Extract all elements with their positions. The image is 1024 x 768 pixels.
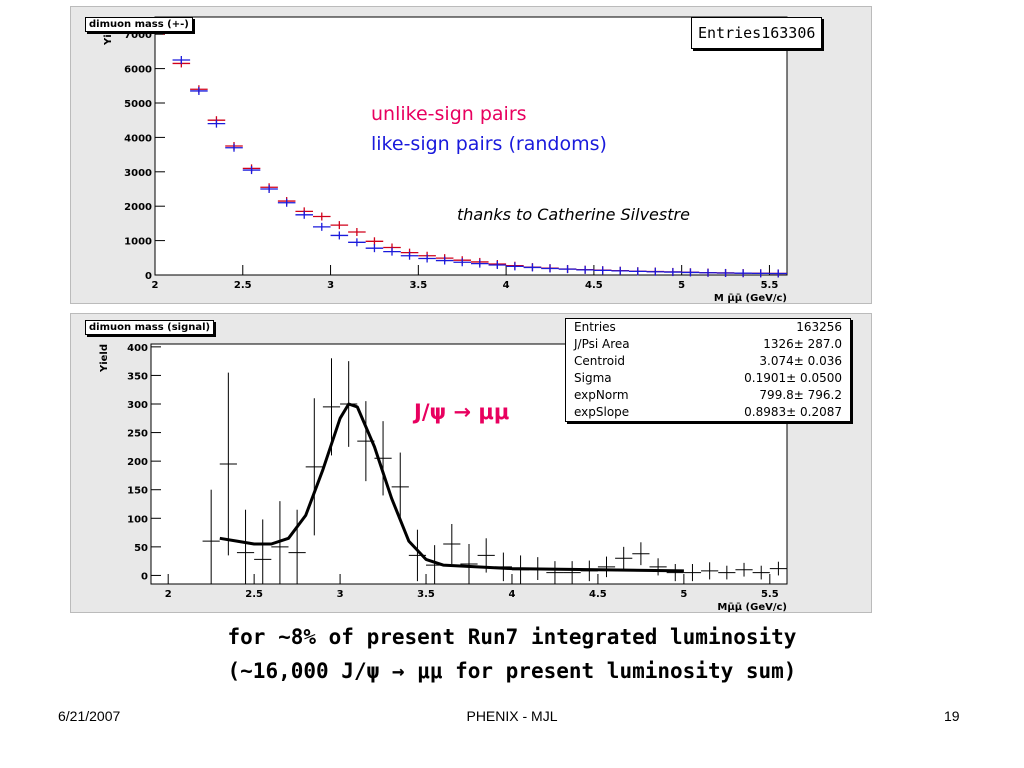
top-y-tick-label: 7000 <box>124 30 152 41</box>
top-x-tick-label: 2 <box>152 280 159 291</box>
stats-row: Centroid 3.074± 0.036 <box>566 353 850 370</box>
caption-line-2: (~16,000 J/ψ → μμ for present luminosity… <box>227 659 797 683</box>
bottom-y-tick-label: 350 <box>127 371 148 382</box>
top-x-tick-label: 4.5 <box>585 280 603 291</box>
stats-row: J/Psi Area 1326± 287.0 <box>566 336 850 353</box>
stats-row: expNorm 799.8± 796.2 <box>566 387 850 404</box>
top-x-tick-label: 5.5 <box>761 280 779 291</box>
top-x-tick-label: 2.5 <box>234 280 252 291</box>
bottom-plot-frame: 0 50 100 150 200 250 300 350 400 2 2.5 3 3.5 4 4.5 5 5.5… <box>70 313 872 613</box>
bottom-x-tick-label: 4 <box>508 589 515 600</box>
stats-name: Centroid <box>574 354 626 368</box>
top-x-tick-label: 3.5 <box>409 280 427 291</box>
top-y-tick-label: 3000 <box>124 168 152 179</box>
bottom-histogram-title: dimuon mass (signal) <box>85 320 215 335</box>
bottom-x-tick-label: 5.5 <box>761 589 779 600</box>
bottom-y-tick-label: 50 <box>134 543 148 554</box>
bottom-x-tick-label: 2.5 <box>245 589 263 600</box>
stats-value: 0.8983± 0.2087 <box>744 405 842 419</box>
bottom-y-axis-label: Yield <box>99 344 110 373</box>
fit-curve <box>219 402 684 573</box>
entries-box: Entries163306 <box>691 17 823 49</box>
top-plot-area <box>154 16 788 276</box>
stats-row: expSlope 0.8983± 0.2087 <box>566 404 850 421</box>
top-y-tick-label: 5000 <box>124 99 152 110</box>
bottom-x-tick-label: 3.5 <box>417 589 435 600</box>
stats-value: 799.8± 796.2 <box>759 388 842 402</box>
footer-page-number: 19 <box>944 708 960 724</box>
bottom-x-axis-label: Mμ̄μ̄ (GeV/c) <box>717 602 787 612</box>
bottom-y-tick-label: 200 <box>127 457 148 468</box>
stats-value: 163256 <box>796 320 842 334</box>
bottom-y-tick-label: 150 <box>127 486 148 497</box>
bottom-y-tick-label: 250 <box>127 429 148 440</box>
stats-value: 3.074± 0.036 <box>759 354 842 368</box>
bottom-x-tick-label: 4.5 <box>589 589 607 600</box>
stats-name: expSlope <box>574 405 630 419</box>
bottom-y-tick-label: 0 <box>141 571 148 582</box>
top-y-tick-label: 6000 <box>124 65 152 76</box>
stats-name: J/Psi Area <box>574 337 630 351</box>
entries-label: Entries <box>698 24 762 42</box>
top-y-tick-label: 2000 <box>124 202 152 213</box>
stats-row: Sigma 0.1901± 0.0500 <box>566 370 850 387</box>
bottom-y-tick-label: 300 <box>127 400 148 411</box>
bottom-y-tick-label: 400 <box>127 343 148 354</box>
bottom-x-tick-label: 3 <box>337 589 344 600</box>
top-x-axis-label: M μ̄μ̄ (GeV/c) <box>714 293 787 303</box>
top-x-tick-label: 4 <box>503 280 510 291</box>
jpsi-label: J/ψ → μμ <box>414 400 510 424</box>
top-histogram: 0 1000 2000 3000 4000 5000 6000 7000 2 2.5 3 3.5 4 4.… <box>103 16 788 303</box>
bottom-x-tick-label: 5 <box>680 589 687 600</box>
entries-value: 163306 <box>761 24 816 42</box>
stats-name: Entries <box>574 320 616 334</box>
legend-unlike-sign: unlike-sign pairs <box>371 103 527 125</box>
stats-name: expNorm <box>574 388 629 402</box>
credit-annotation: thanks to Catherine Silvestre <box>457 205 690 224</box>
top-y-tick-label: 0 <box>145 271 152 282</box>
top-y-tick-label: 4000 <box>124 133 152 144</box>
stats-value: 0.1901± 0.0500 <box>744 371 842 385</box>
bottom-series-signal <box>202 358 787 584</box>
stats-row: Entries 163256 <box>566 319 850 336</box>
footer-title: PHENIX - MJL <box>466 708 558 724</box>
fit-stats-box: Entries 163256 J/Psi Area 1326± 287.0 Centro… <box>565 318 851 422</box>
stats-name: Sigma <box>574 371 612 385</box>
footer-date: 6/21/2007 <box>58 708 121 724</box>
legend-like-sign: like-sign pairs (randoms) <box>371 133 607 155</box>
top-series-like-sign <box>155 21 787 278</box>
bottom-x-tick-label: 2 <box>165 589 172 600</box>
caption-line-1: for ~8% of present Run7 integrated lumin… <box>227 625 797 649</box>
top-x-tick-label: 3 <box>327 280 334 291</box>
top-x-tick-label: 5 <box>678 280 685 291</box>
bottom-y-tick-label: 100 <box>127 514 148 525</box>
top-histogram-title: dimuon mass (+-) <box>85 17 193 32</box>
top-plot-frame: 0 1000 2000 3000 4000 5000 6000 7000 2 2.5 3 3.5 4 4.… <box>70 6 872 304</box>
stats-value: 1326± 287.0 <box>763 337 842 351</box>
top-y-tick-label: 1000 <box>124 237 152 248</box>
